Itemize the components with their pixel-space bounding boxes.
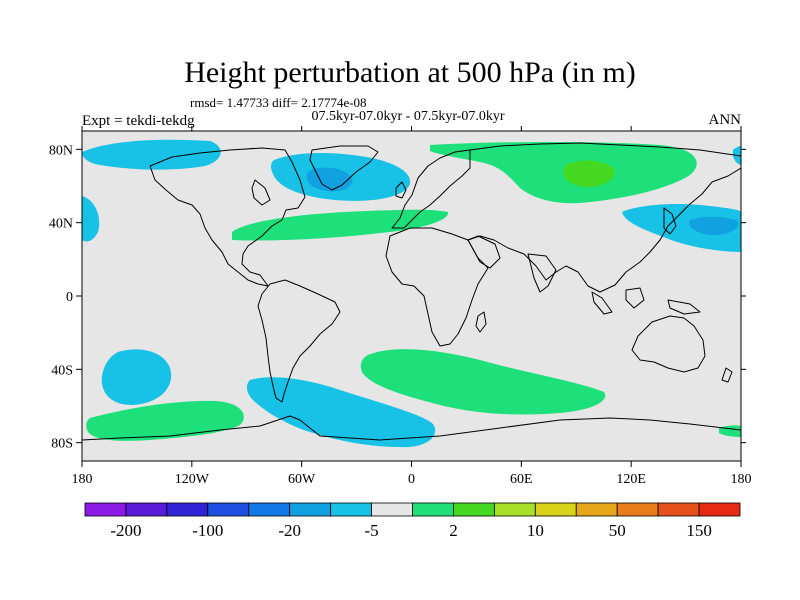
longitude-axis: 180 120W 60W 0 60E 120E 180 <box>72 126 752 487</box>
hudson-bay <box>251 179 271 206</box>
period-label: 07.5kyr-07.0kyr - 07.5kyr-07.0kyr <box>311 109 504 124</box>
colorbar-swatch <box>698 502 741 517</box>
chart-title: Height perturbation at 500 hPa (in m) <box>184 56 636 89</box>
lat-tick-label: 40S <box>51 363 73 378</box>
lat-tick-label: 80N <box>49 143 73 158</box>
lon-tick-label: 120W <box>175 472 210 487</box>
colorbar-label: 2 <box>449 521 458 540</box>
colorbar-swatch <box>166 502 209 517</box>
colorbar-swatch <box>84 502 127 517</box>
colorbar-swatch <box>616 502 659 517</box>
map-plot <box>81 130 742 462</box>
north-america-coast <box>149 147 306 287</box>
latitude-axis: 80N 40N 0 40S 80S <box>49 143 746 452</box>
colorbar-swatch <box>289 502 332 517</box>
colorbar-label: 10 <box>527 521 544 540</box>
europe-coast <box>391 149 471 229</box>
south-america-coast <box>257 279 341 403</box>
colorbar-label: -20 <box>278 521 301 540</box>
colorbar-label: -100 <box>192 521 223 540</box>
india <box>527 253 557 293</box>
australia-coast <box>631 315 706 373</box>
lon-tick-label: 60E <box>510 472 533 487</box>
contour-south-pacific-high <box>86 400 244 441</box>
colorbar-swatch <box>125 502 168 517</box>
colorbar-swatch <box>657 502 700 517</box>
lon-tick-label: 180 <box>731 472 752 487</box>
contour-fields <box>82 139 741 448</box>
british-isles <box>395 181 407 199</box>
contour-north-atlantic-high <box>232 209 449 241</box>
colorbar: -200 -100 -20 -5 2 10 50 150 <box>84 502 741 540</box>
lat-tick-label: 80S <box>51 437 73 452</box>
contour-north-pacific-low <box>82 139 221 170</box>
colorbar-label: -200 <box>110 521 141 540</box>
africa-coast <box>385 227 489 347</box>
lon-tick-label: 60W <box>288 472 316 487</box>
japan <box>663 207 677 235</box>
contour-north-pacific-japan <box>622 204 741 252</box>
new-zealand <box>721 367 733 383</box>
colorbar-swatch <box>371 502 413 517</box>
colorbar-swatch <box>248 502 291 517</box>
contour-southern-ocean-high <box>360 349 606 415</box>
coastlines <box>82 142 741 441</box>
contour-north-pacific-core <box>689 216 739 236</box>
colorbar-label: -5 <box>364 521 378 540</box>
colorbar-swatch <box>412 502 454 517</box>
colorbar-swatch <box>493 502 536 517</box>
colorbar-swatch <box>453 502 495 517</box>
greenland-coast <box>309 145 379 191</box>
contour-south-pacific-low <box>101 349 172 405</box>
experiment-label: Expt = tekdi-tekdg <box>82 113 195 129</box>
new-guinea <box>667 299 701 315</box>
colorbar-swatch <box>207 502 250 517</box>
stats-label: rmsd= 1.47733 diff= 2.17774e-08 <box>190 95 367 110</box>
contour-nw-pacific-low <box>82 196 100 242</box>
sumatra <box>591 291 613 315</box>
contour-siberian-core <box>563 160 615 188</box>
colorbar-label: 150 <box>686 521 712 540</box>
lon-tick-label: 0 <box>408 472 415 487</box>
antarctica-coast <box>82 415 741 441</box>
asia-coast <box>467 142 741 293</box>
arabia <box>467 235 501 269</box>
lon-tick-label: 120E <box>616 472 646 487</box>
madagascar <box>475 311 487 333</box>
lon-tick-label: 180 <box>72 472 93 487</box>
lat-tick-label: 40N <box>49 217 73 232</box>
lat-tick-label: 0 <box>66 290 73 305</box>
colorbar-swatch <box>575 502 618 517</box>
colorbar-swatch <box>534 502 577 517</box>
borneo <box>625 287 645 309</box>
colorbar-swatch <box>330 502 372 517</box>
season-label: ANN <box>709 112 742 128</box>
colorbar-label: 50 <box>609 521 626 540</box>
contour-drake-passage-low <box>246 377 436 448</box>
